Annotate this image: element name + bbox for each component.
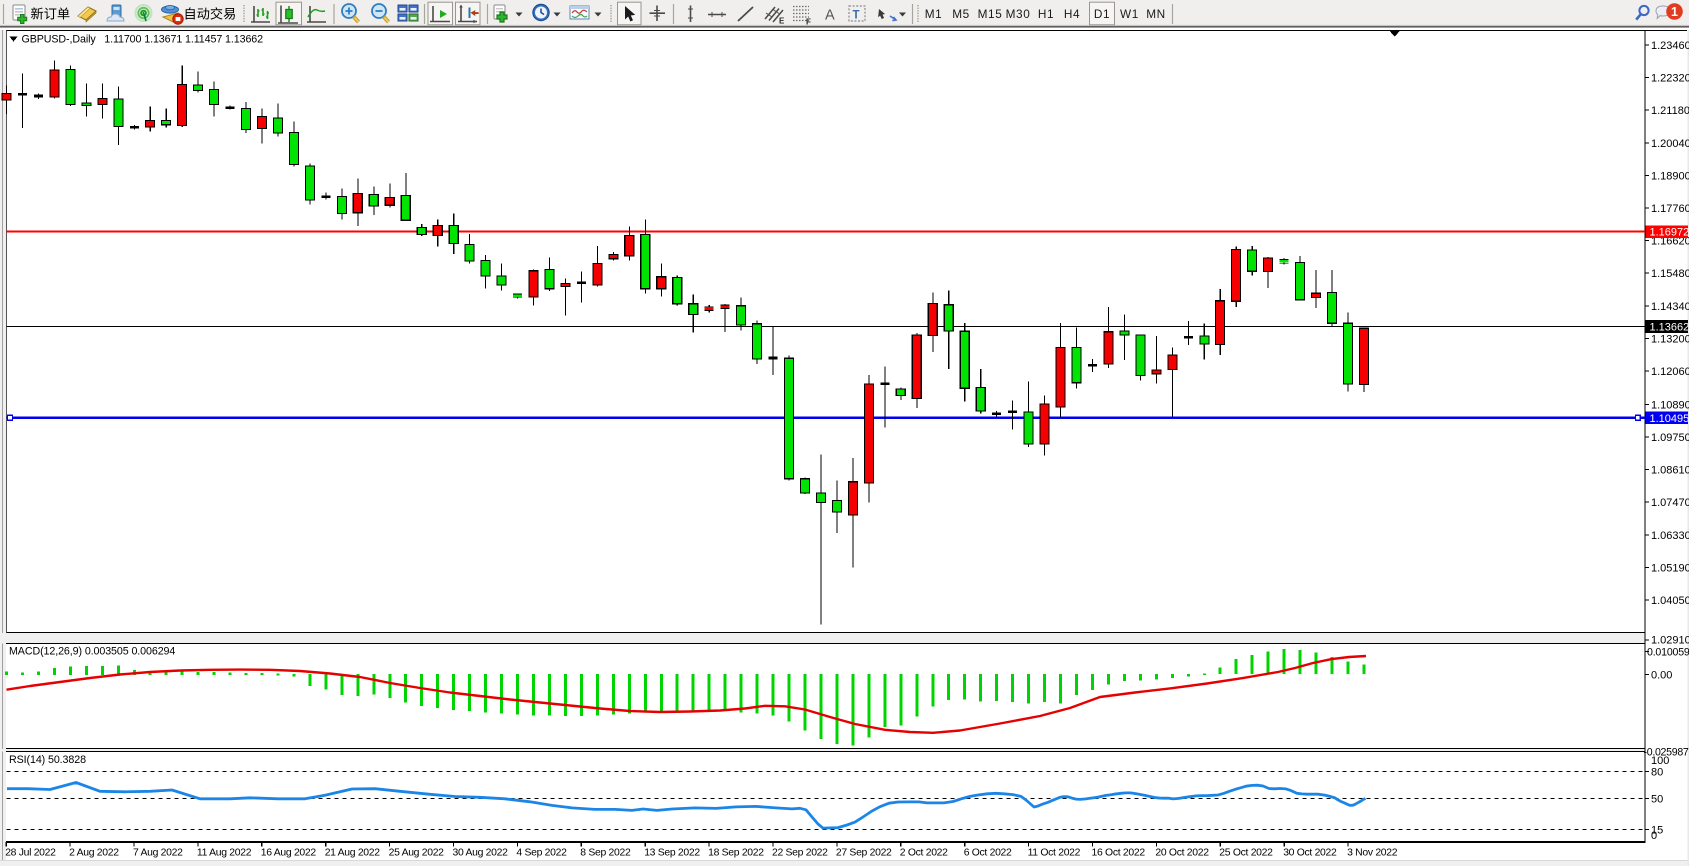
svg-text:13 Sep 2022: 13 Sep 2022	[644, 848, 700, 859]
svg-text:1.10495: 1.10495	[1650, 413, 1689, 425]
svg-text:100: 100	[1651, 755, 1669, 767]
svg-text:30 Oct 2022: 30 Oct 2022	[1283, 848, 1337, 859]
svg-text:H4: H4	[1064, 7, 1080, 21]
svg-text:16 Aug 2022: 16 Aug 2022	[261, 848, 317, 859]
svg-text:50: 50	[1651, 794, 1663, 806]
svg-text:D1: D1	[1094, 7, 1110, 21]
svg-text:1.08610: 1.08610	[1651, 465, 1689, 477]
svg-text:M5: M5	[952, 7, 970, 21]
svg-text:27 Sep 2022: 27 Sep 2022	[836, 848, 892, 859]
svg-text:25 Oct 2022: 25 Oct 2022	[1219, 848, 1273, 859]
svg-text:T: T	[853, 10, 860, 22]
svg-text:15: 15	[1651, 824, 1663, 836]
svg-text:1.09750: 1.09750	[1651, 432, 1689, 444]
svg-text:1.07470: 1.07470	[1651, 497, 1689, 509]
svg-text:GBPUSD-,Daily 1.11700 1.1367: GBPUSD-,Daily 1.11700 1.13671 1.11457 1.…	[22, 34, 264, 46]
svg-text:1.13662: 1.13662	[1650, 322, 1689, 334]
svg-text:16 Oct 2022: 16 Oct 2022	[1092, 848, 1146, 859]
svg-text:2 Oct 2022: 2 Oct 2022	[900, 848, 948, 859]
svg-text:MN: MN	[1146, 7, 1166, 21]
svg-text:28 Jul 2022: 28 Jul 2022	[5, 848, 56, 859]
svg-text:E: E	[779, 17, 785, 26]
svg-text:1.13200: 1.13200	[1651, 333, 1689, 345]
svg-text:1.05190: 1.05190	[1651, 562, 1689, 574]
svg-text:F: F	[806, 18, 811, 27]
svg-text:20 Oct 2022: 20 Oct 2022	[1155, 848, 1209, 859]
svg-text:1.12060: 1.12060	[1651, 366, 1689, 378]
svg-text:21 Aug 2022: 21 Aug 2022	[325, 848, 381, 859]
svg-text:80: 80	[1651, 767, 1663, 779]
svg-text:W1: W1	[1120, 7, 1139, 21]
svg-text:1.15480: 1.15480	[1651, 268, 1689, 280]
svg-text:1.06330: 1.06330	[1651, 530, 1689, 542]
svg-text:8 Sep 2022: 8 Sep 2022	[580, 848, 631, 859]
svg-text:7 Aug 2022: 7 Aug 2022	[133, 848, 183, 859]
svg-text:1.10890: 1.10890	[1651, 399, 1689, 411]
svg-text:1.16620: 1.16620	[1651, 236, 1689, 248]
svg-text:18 Sep 2022: 18 Sep 2022	[708, 848, 764, 859]
svg-text:M15: M15	[978, 7, 1003, 21]
svg-text:1: 1	[1671, 5, 1678, 19]
svg-text:0: 0	[1651, 830, 1657, 842]
svg-text:11 Aug 2022: 11 Aug 2022	[197, 848, 252, 859]
svg-text:0.00: 0.00	[1651, 670, 1672, 682]
svg-text:M30: M30	[1006, 7, 1031, 21]
svg-text:1.16972: 1.16972	[1650, 227, 1689, 239]
svg-text:H1: H1	[1038, 7, 1054, 21]
svg-text:1.14340: 1.14340	[1651, 301, 1689, 313]
svg-text:1.18900: 1.18900	[1651, 170, 1689, 182]
svg-text:MACD(12,26,9) 0.003505 0.00629: MACD(12,26,9) 0.003505 0.006294	[9, 646, 175, 658]
svg-text:22 Sep 2022: 22 Sep 2022	[772, 848, 828, 859]
svg-text:4 Sep 2022: 4 Sep 2022	[516, 848, 567, 859]
svg-text:6 Oct 2022: 6 Oct 2022	[964, 848, 1012, 859]
svg-text:1.23460: 1.23460	[1651, 40, 1689, 52]
svg-text:1.02910: 1.02910	[1651, 635, 1689, 647]
svg-text:RSI(14) 50.3828: RSI(14) 50.3828	[9, 754, 86, 766]
svg-text:1.22320: 1.22320	[1651, 73, 1689, 85]
svg-text:A: A	[825, 8, 835, 24]
svg-text:-0.025987: -0.025987	[1644, 747, 1689, 759]
svg-text:1.21180: 1.21180	[1651, 105, 1689, 117]
svg-text:0.010059: 0.010059	[1647, 647, 1689, 659]
svg-text:2 Aug 2022: 2 Aug 2022	[69, 848, 119, 859]
svg-text:M1: M1	[925, 7, 943, 21]
svg-text:1.20040: 1.20040	[1651, 138, 1689, 150]
svg-text:11 Oct 2022: 11 Oct 2022	[1028, 848, 1081, 859]
svg-text:1.17760: 1.17760	[1651, 203, 1689, 215]
svg-text:30 Aug 2022: 30 Aug 2022	[453, 848, 509, 859]
svg-text:25 Aug 2022: 25 Aug 2022	[389, 848, 445, 859]
svg-text:1.04050: 1.04050	[1651, 595, 1689, 607]
svg-text:3 Nov 2022: 3 Nov 2022	[1347, 848, 1398, 859]
